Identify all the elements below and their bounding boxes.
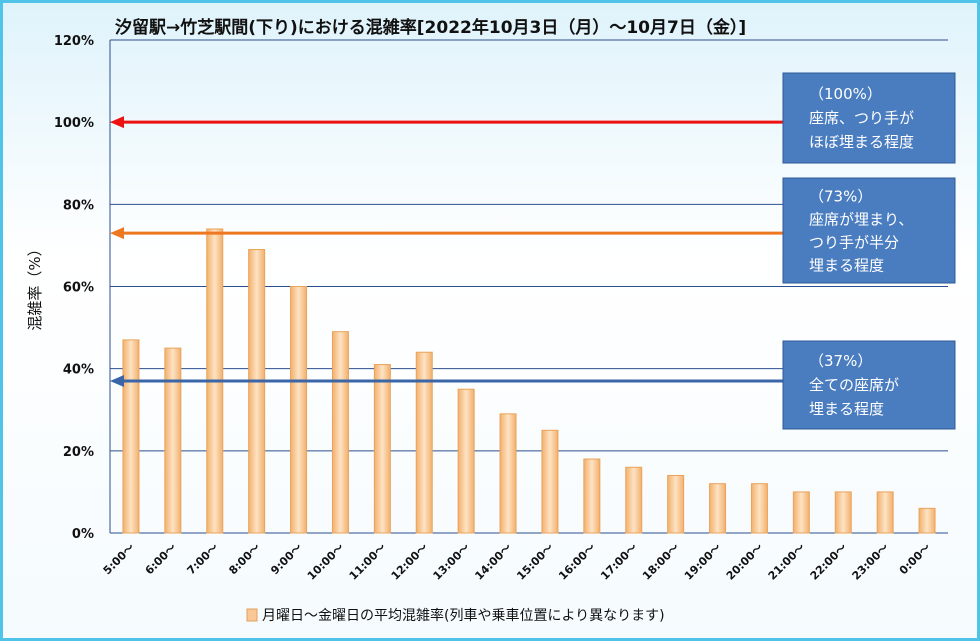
x-tick-label: 14:00～ [472,541,514,583]
legend-entry: 月曜日～金曜日の平均混雑率(列車や乗車位置により異なります) [262,607,665,624]
callout-text: 座席が埋まり、 [809,211,913,229]
x-tick-label: 0:00～ [897,541,933,577]
arrow-head-icon [110,374,124,387]
bar [709,483,727,534]
y-tick-label: 60% [63,281,94,296]
arrow-head-icon [110,227,124,240]
bar [834,491,852,534]
x-tick-label: 10:00～ [305,541,347,583]
bar [290,286,308,534]
x-axis-ticks: 5:00～ 6:00～ 7:00～ 8:00～ 9:00～ 10:00～ 11:00～ 12:… [101,541,933,583]
x-tick-label: 23:00～ [850,541,892,583]
y-axis-label: 混雑率（%） [26,241,44,330]
x-tick-label: 13:00～ [431,541,473,583]
callout-text: （100%） [809,85,882,103]
x-tick-label: 9:00～ [268,541,304,577]
callout-text: （73%） [809,188,872,206]
x-tick-label: 20:00～ [724,541,766,583]
bar [248,249,266,534]
callout-box [782,340,956,430]
callout-text: （37%） [809,352,872,370]
bar [583,458,601,534]
arrow-head-icon [110,116,124,129]
y-tick-label: 40% [63,363,94,378]
callout-text: 全ての座席が [809,376,899,394]
bar [792,491,810,534]
x-tick-label: 6:00～ [143,541,179,577]
bar [457,388,475,534]
callout-box [782,177,956,284]
bar [750,483,768,534]
y-tick-label: 120% [54,34,94,49]
bar [667,474,685,534]
x-tick-label: 7:00～ [185,541,221,577]
y-tick-label: 100% [54,116,94,131]
x-tick-label: 11:00～ [347,541,389,583]
callout-box [782,72,956,164]
bar [918,507,936,534]
bar [373,364,391,534]
x-tick-label: 16:00～ [556,541,598,583]
x-tick-label: 22:00～ [808,541,850,583]
chart-title: 汐留駅→竹芝駅間(下り)における混雑率[2022年10月3日（月）～10月7日（… [115,17,746,38]
y-tick-label: 0% [72,527,94,542]
callout-text: ほぼ埋まる程度 [809,133,914,151]
x-tick-label: 21:00～ [766,541,808,583]
callout-text: 埋まる程度 [809,400,884,418]
bar [499,413,517,534]
x-tick-label: 12:00～ [389,541,431,583]
y-tick-label: 80% [63,198,94,213]
bar [331,331,349,534]
callout-text: 埋まる程度 [809,257,884,275]
x-tick-label: 8:00～ [226,541,262,577]
bar [876,491,894,534]
x-tick-label: 15:00～ [514,541,556,583]
callout-text: 座席、つり手が [809,109,914,127]
legend-swatch [246,608,258,622]
callout-text: つり手が半分 [809,234,899,252]
bar [164,347,182,534]
bar [415,351,433,534]
bar [625,466,643,534]
x-tick-label: 5:00～ [101,541,137,577]
bar [122,339,140,534]
y-tick-label: 20% [63,445,94,460]
x-tick-label: 19:00～ [682,541,724,583]
y-axis-ticks: 0% 20% 40% 60% 80% 100% 120% [54,34,94,542]
bars [122,228,936,534]
x-tick-label: 18:00～ [640,541,682,583]
bar [541,429,559,534]
x-tick-label: 17:00～ [598,541,640,583]
